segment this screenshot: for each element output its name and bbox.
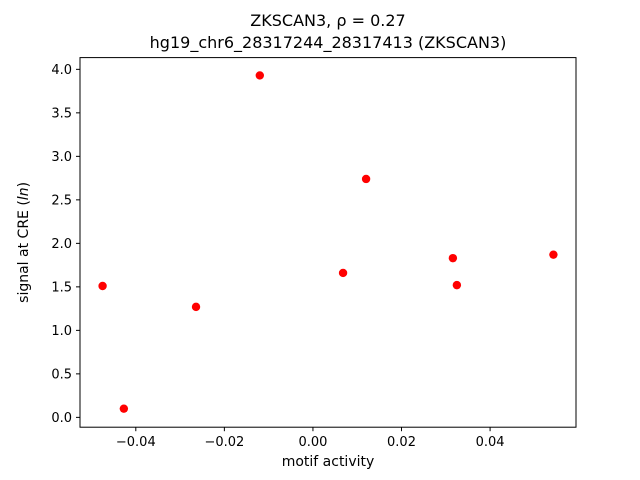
y-axis-label-prefix: signal at CRE (	[16, 200, 32, 303]
scatter-point	[361, 174, 371, 184]
scatter-point	[255, 71, 264, 80]
axes-frame	[79, 57, 577, 428]
scatter-point	[191, 302, 201, 312]
scatter-point	[338, 268, 348, 278]
x-tick-label: −0.02	[204, 435, 244, 450]
y-tick-label: 2.0	[51, 237, 72, 252]
chart-title-line1: ZKSCAN3, ρ = 0.27	[250, 11, 405, 30]
x-axis-label: motif activity	[282, 454, 375, 470]
y-tick-label: 4.0	[51, 63, 72, 78]
scatter-point	[452, 280, 462, 290]
scatter-point	[98, 281, 107, 291]
y-axis-ticks: 0.0 0.5 1.0 1.5 2.0 2.5 3.0 3.5 4.0	[51, 63, 80, 426]
x-tick-label: 0.02	[387, 435, 416, 450]
x-tick-label: 0.04	[476, 435, 505, 450]
y-axis-label-suffix: )	[16, 182, 32, 187]
scatter-point	[549, 250, 558, 259]
y-tick-label: 2.5	[51, 193, 72, 208]
scatter-point	[119, 404, 129, 413]
x-tick-label: −0.04	[116, 435, 156, 450]
y-axis-label-italic: ln	[16, 187, 32, 200]
y-tick-label: 3.0	[51, 150, 72, 165]
y-tick-label: 1.5	[51, 280, 72, 295]
y-axis-label: signal at CRE (ln)	[16, 182, 32, 303]
chart-title-line2: hg19_chr6_28317244_28317413 (ZKSCAN3)	[150, 33, 507, 53]
y-tick-label: 0.5	[51, 367, 72, 382]
x-tick-label: 0.00	[298, 435, 327, 450]
y-tick-label: 0.0	[51, 411, 72, 426]
scatter-points	[98, 71, 558, 413]
y-tick-label: 1.0	[51, 324, 72, 339]
x-axis-ticks: −0.04 −0.02 0.00 0.02 0.04	[116, 427, 505, 450]
y-tick-label: 3.5	[51, 106, 72, 121]
scatter-point	[448, 253, 458, 263]
